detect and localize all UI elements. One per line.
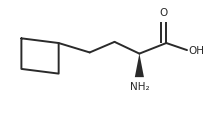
Text: NH₂: NH₂ bbox=[130, 82, 149, 92]
Text: O: O bbox=[160, 8, 168, 18]
Text: OH: OH bbox=[188, 46, 204, 56]
Polygon shape bbox=[135, 54, 144, 77]
